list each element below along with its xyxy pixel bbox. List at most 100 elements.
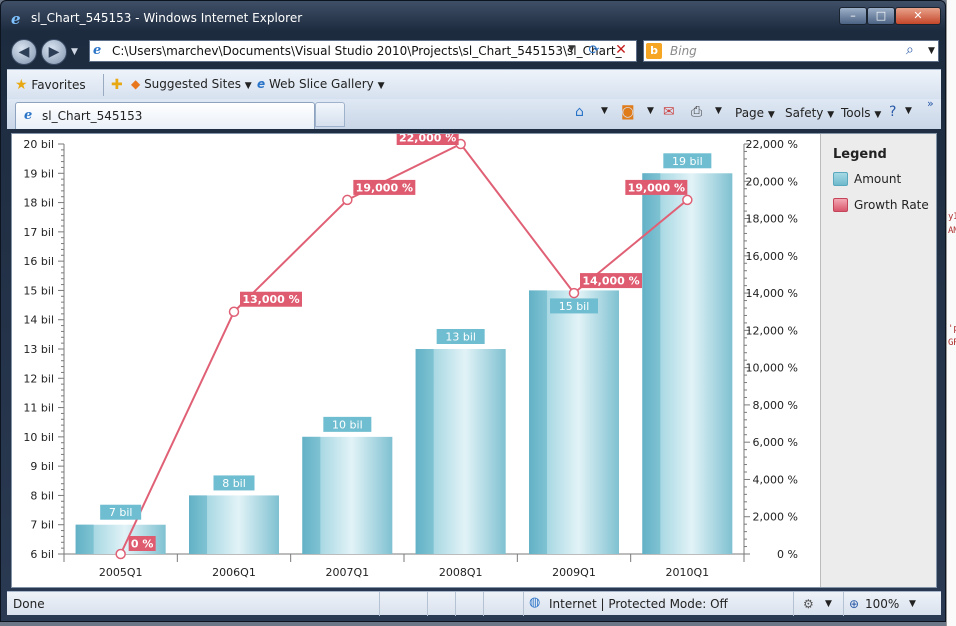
forward-button[interactable]: ▶: [41, 39, 67, 65]
tab-active[interactable]: e sl_Chart_545153: [15, 102, 315, 129]
page-icon: e: [93, 43, 102, 58]
chart-area: 6 bil 7 bil 8 bil 9 bil 10 bil 11 bil 12 bil 13…: [12, 130, 820, 587]
line-data-label: 22,000 %: [399, 134, 456, 145]
bar-data-label: 10 bil: [332, 418, 363, 431]
status-divider: [843, 592, 844, 616]
feeds-icon[interactable]: ◙: [621, 104, 635, 120]
chevron-down-icon[interactable]: ▼: [825, 599, 832, 609]
right-axis-tick-label: 8,000 %: [753, 399, 798, 412]
right-axis-tick-label: 4,000 %: [753, 473, 798, 486]
legend-swatch-growth-rate: [833, 198, 848, 212]
right-axis-tick-label: 2,000 %: [753, 511, 798, 524]
background-code-fragment: GR: [948, 338, 956, 348]
background-code-fragment: 'p: [948, 324, 956, 334]
page-content: 6 bil 7 bil 8 bil 9 bil 10 bil 11 bil 12 bil 13…: [11, 130, 937, 588]
search-icon[interactable]: ⌕: [906, 42, 914, 58]
search-box[interactable]: b Bing ⌕ ▼: [643, 40, 939, 62]
zoom-level[interactable]: 100%: [865, 597, 900, 611]
address-dropdown-icon[interactable]: ▼: [568, 44, 575, 54]
history-dropdown-icon[interactable]: ▼: [71, 47, 78, 57]
status-divider: [379, 592, 380, 616]
add-favorite-button[interactable]: ✚: [111, 77, 123, 93]
favorites-button[interactable]: ★ Favorites: [15, 77, 86, 93]
suggested-sites-button[interactable]: ◆ Suggested Sites ▼: [131, 77, 252, 91]
left-axis-tick-label: 10 bil: [23, 431, 54, 444]
left-axis-tick-label: 8 bil: [30, 489, 54, 502]
left-axis-tick-label: 17 bil: [23, 226, 54, 239]
line-data-label-bg: [128, 536, 156, 551]
print-icon[interactable]: ⎙: [691, 104, 703, 120]
zoom-icon[interactable]: ⊕: [849, 597, 860, 611]
home-icon[interactable]: ⌂: [575, 104, 584, 120]
left-axis-tick-label: 7 bil: [30, 519, 54, 532]
chevron-down-icon[interactable]: ▼: [905, 106, 912, 116]
safety-menu[interactable]: Safety ▼: [785, 106, 834, 120]
chevron-down-icon[interactable]: ▼: [601, 106, 608, 116]
address-bar[interactable]: e C:\Users\marchev\Documents\Visual Stud…: [89, 40, 637, 62]
left-axis-tick-label: 20 bil: [23, 138, 54, 151]
new-tab-button[interactable]: [315, 102, 345, 127]
search-placeholder[interactable]: Bing: [670, 44, 697, 58]
star-icon: ★: [15, 77, 28, 93]
combo-chart: 6 bil 7 bil 8 bil 9 bil 10 bil 11 bil 12 bil 13…: [23, 130, 798, 579]
bar-data-label-bg: [436, 329, 485, 344]
maximize-button[interactable]: □: [867, 7, 895, 25]
help-icon[interactable]: ?: [889, 104, 897, 120]
right-axis-tick-label: 10,000 %: [746, 362, 798, 375]
background-code-fragment: yI: [948, 212, 956, 222]
title-bar[interactable]: e sl_Chart_545153 - Windows Internet Exp…: [1, 1, 945, 35]
legend-swatch-amount: [833, 172, 848, 186]
zoom-dropdown-icon[interactable]: ▼: [909, 599, 916, 609]
right-axis-tick-label: 18,000 %: [746, 213, 798, 226]
bar-data-label-bg: [663, 153, 712, 169]
web-slice-gallery-button[interactable]: e Web Slice Gallery ▼: [257, 77, 385, 91]
bar-amount-edge: [529, 290, 547, 554]
x-axis-tick-label: 2009Q1: [552, 566, 596, 579]
chevron-down-icon: ▼: [874, 110, 882, 120]
right-axis-tick-label: 14,000 %: [746, 287, 798, 300]
minimize-button[interactable]: –: [839, 7, 867, 25]
chevron-down-icon[interactable]: ▼: [647, 106, 654, 116]
favorites-label: Favorites: [31, 78, 86, 92]
page-menu[interactable]: Page ▼: [735, 106, 775, 120]
legend-title: Legend: [833, 147, 887, 162]
security-zone[interactable]: Internet | Protected Mode: Off: [549, 597, 728, 611]
refresh-icon[interactable]: ⟳: [588, 43, 600, 58]
x-axis-tick-label: 2008Q1: [439, 566, 483, 579]
chevron-down-icon[interactable]: ▼: [715, 106, 722, 116]
close-button[interactable]: ✕: [895, 7, 941, 25]
tools-menu[interactable]: Tools ▼: [841, 106, 881, 120]
growth-rate-point: [342, 194, 353, 206]
bar-amount-edge: [415, 349, 434, 554]
bar-data-label: 8 bil: [222, 477, 246, 490]
growth-rate-point: [682, 194, 693, 206]
bar-data-label: 19 bil: [672, 155, 703, 168]
suggested-sites-label: Suggested Sites: [144, 77, 241, 91]
status-text: Done: [13, 597, 45, 611]
background-window-edge: [946, 0, 956, 626]
bar-amount-edge: [302, 436, 321, 554]
x-axis-tick-label: 2007Q1: [326, 566, 370, 579]
line-data-label-bg: [396, 130, 459, 145]
line-data-label-bg: [580, 273, 642, 289]
bar-amount-edge: [642, 173, 661, 554]
more-icon[interactable]: »: [927, 97, 934, 110]
growth-rate-point: [228, 306, 240, 317]
back-button[interactable]: ◀: [11, 39, 37, 65]
chevron-down-icon: ▼: [377, 81, 385, 91]
mail-icon[interactable]: ✉: [663, 104, 675, 120]
legend-item-amount: Amount: [833, 172, 901, 186]
protected-mode-icon[interactable]: ⚙: [803, 597, 814, 611]
chevron-down-icon: ▼: [767, 110, 775, 120]
stop-icon[interactable]: ✕: [615, 42, 627, 58]
status-divider: [455, 592, 456, 616]
favorites-bar: ★ Favorites ✚ ◆ Suggested Sites ▼ e Web …: [7, 69, 941, 99]
status-divider: [427, 592, 428, 616]
bar-amount-edge: [189, 495, 207, 554]
left-axis-tick-label: 18 bil: [23, 197, 54, 210]
tab-label: sl_Chart_545153: [42, 109, 143, 123]
address-url[interactable]: C:\Users\marchev\Documents\Visual Studio…: [112, 44, 622, 58]
line-data-label-bg: [625, 179, 688, 195]
search-dropdown-icon[interactable]: ▼: [928, 46, 935, 56]
